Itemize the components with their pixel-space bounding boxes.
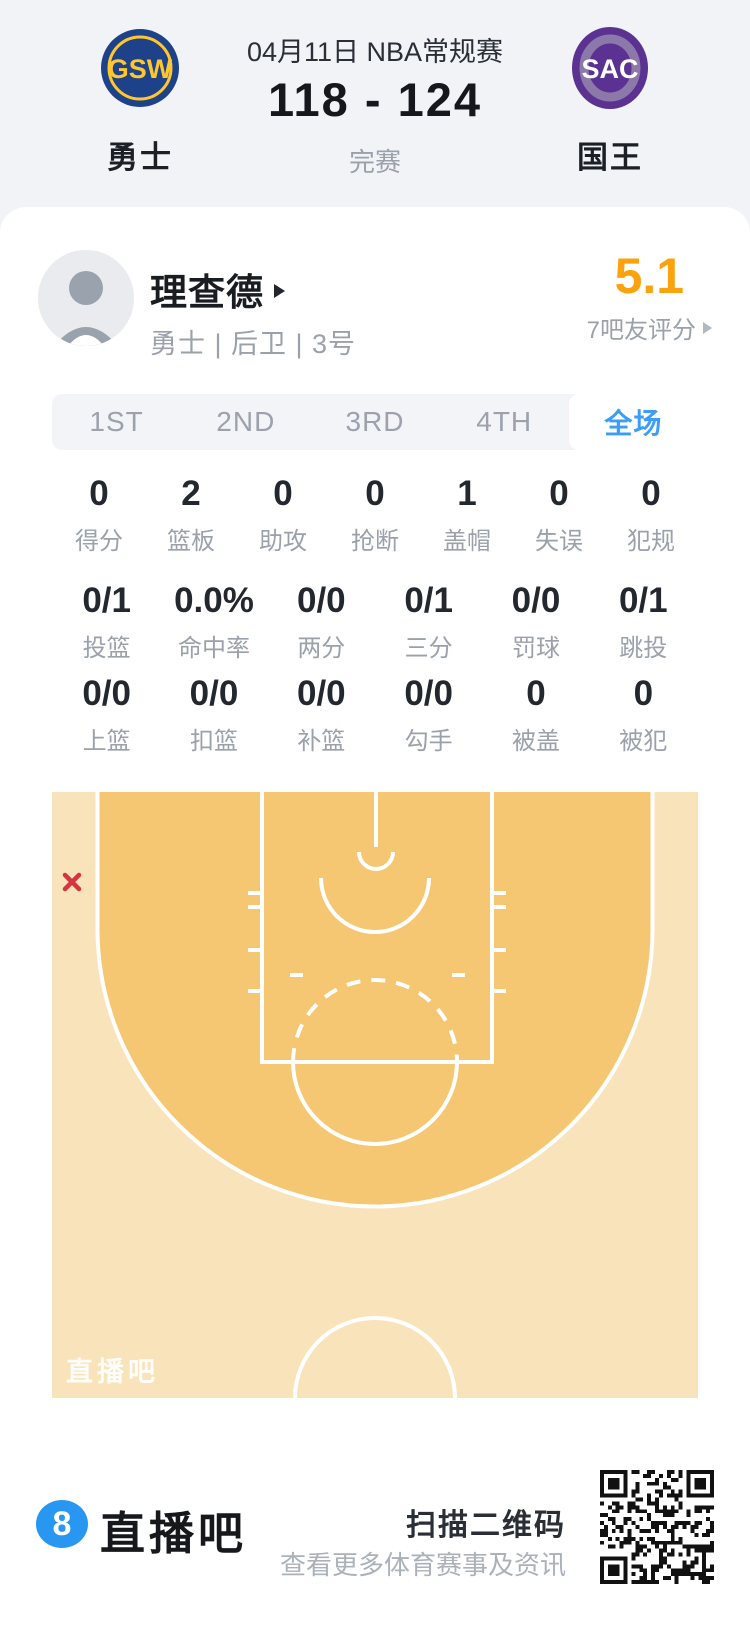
tab-4th[interactable]: 4TH <box>476 406 533 437</box>
lane-lines <box>260 792 494 1064</box>
sac-team-logo-icon: SAC <box>570 26 650 110</box>
zhibo8-logo-icon: 8 <box>36 1500 88 1548</box>
stat-fouled: 0 被犯 <box>619 674 668 756</box>
tab-full-game[interactable]: 全场 <box>568 394 699 450</box>
center-circle-arc <box>293 1316 457 1398</box>
scan-qr-title: 扫描二维码 <box>406 1509 566 1542</box>
quarter-tab-bar: 1ST 2ND 3RD 4TH 全场 <box>52 394 699 450</box>
gsw-team-logo-icon: GSW <box>100 26 180 110</box>
three-point-line <box>95 792 655 1209</box>
stat-rebounds: 2 篮板 <box>167 474 215 556</box>
rating-source-label: 7吧友评分 <box>586 317 696 344</box>
stat-dunk: 0/0 扣篮 <box>189 674 239 756</box>
tab-1st[interactable]: 1ST <box>89 406 144 437</box>
match-title: 04月11日 NBA常规赛 <box>246 37 504 67</box>
shot-chart-court: 直播吧 <box>52 792 698 1398</box>
player-meta: 勇士 | 后卫 | 3号 <box>150 329 357 359</box>
stat-turnovers: 0 失误 <box>535 474 583 556</box>
player-name: 理查德 <box>150 272 264 313</box>
stat-fouls: 0 犯规 <box>627 474 675 556</box>
free-throw-circle-solid <box>291 1061 459 1146</box>
stat-assists: 0 助攻 <box>259 474 307 556</box>
rim-arc <box>357 851 395 871</box>
match-score: 118 - 124 <box>267 73 482 126</box>
stat-layup: 0/0 上篮 <box>82 674 131 756</box>
stat-3pt: 0/1 三分 <box>404 581 453 663</box>
stat-points: 0 得分 <box>75 474 123 556</box>
stat-fg: 0/1 投篮 <box>82 581 131 663</box>
tab-3rd[interactable]: 3RD <box>345 406 405 437</box>
qr-code <box>600 1470 714 1584</box>
free-throw-circle-dashed <box>291 978 459 1063</box>
stats-row-shot-types: 0/0 上篮 0/0 扣篮 0/0 补篮 0/0 勾手 0 被盖 0 被犯 <box>53 676 697 756</box>
gsw-logo-text: GSW <box>108 54 173 84</box>
stat-fg-pct: 0.0% 命中率 <box>174 581 254 663</box>
lane-hash-marks <box>248 891 506 993</box>
three-point-area <box>97 792 653 1207</box>
tab-2nd[interactable]: 2ND <box>216 406 276 437</box>
missed-shot-marker <box>62 872 82 892</box>
stat-got-blocked: 0 被盖 <box>511 674 560 756</box>
stat-hook: 0/0 勾手 <box>404 674 453 756</box>
stat-2pt: 0/0 两分 <box>296 581 346 663</box>
stat-steals: 0 抢断 <box>351 474 399 556</box>
away-team-name: 国王 <box>577 140 643 175</box>
player-name-link[interactable]: 理查德 <box>150 262 285 316</box>
chevron-right-icon <box>274 284 285 298</box>
stats-row-shooting: 0/1 投篮 0.0% 命中率 0/0 两分 0/1 三分 0/0 罚球 0/1… <box>53 583 697 663</box>
sac-logo-text: SAC <box>581 54 638 84</box>
stat-jumpshot: 0/1 跳投 <box>618 581 668 663</box>
stat-blocks: 1 盖帽 <box>443 474 491 556</box>
court-watermark: 直播吧 <box>66 1357 159 1387</box>
home-team-name: 勇士 <box>107 140 173 175</box>
player-avatar <box>38 250 134 346</box>
stats-row-basic: 0 得分 2 篮板 0 助攻 0 抢断 1 盖帽 0 失误 0 犯规 <box>53 476 697 556</box>
scan-qr-subtitle: 查看更多体育赛事及资讯 <box>279 1550 566 1580</box>
stat-putback: 0/0 补篮 <box>296 674 346 756</box>
stat-ft: 0/0 罚球 <box>511 581 561 663</box>
player-rating-value: 5.1 <box>614 248 685 304</box>
player-rating-link[interactable]: 5.1 7吧友评分 <box>587 250 712 345</box>
chevron-right-icon <box>703 321 712 334</box>
restricted-area-arc <box>319 877 431 934</box>
match-status: 完赛 <box>348 147 401 177</box>
brand-name: 直播吧 <box>100 1508 248 1559</box>
logo-8-glyph: 8 <box>52 1504 72 1543</box>
